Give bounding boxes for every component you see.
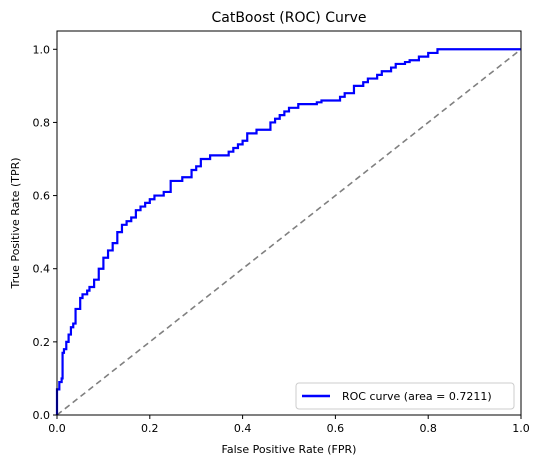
x-tick-label: 0.6	[327, 422, 345, 435]
y-axis: 0.0 0.2 0.4 0.6 0.8 1.0	[33, 43, 57, 422]
roc-curve-line	[55, 48, 521, 415]
x-tick-label: 1.0	[512, 422, 530, 435]
y-tick-label: 0.4	[33, 263, 51, 276]
y-tick-label: 0.2	[33, 336, 51, 349]
x-tick-label: 0.4	[234, 422, 252, 435]
legend-box	[295, 382, 515, 410]
plot-area	[55, 48, 522, 416]
plot-frame	[56, 30, 522, 416]
x-tick-label: 0.8	[419, 422, 437, 435]
y-tick-label: 1.0	[33, 43, 51, 56]
chart-title: CatBoost (ROC) Curve	[211, 10, 366, 26]
x-axis: 0.0 0.2 0.4 0.6 0.8 1.0	[48, 415, 530, 435]
x-axis-label: False Positive Rate (FPR)	[222, 443, 357, 456]
y-axis-label: True Positive Rate (TPR)	[9, 157, 22, 289]
legend-label-roc: ROC curve (area = 0.7211)	[342, 390, 492, 403]
legend: ROC curve (area = 0.7211)	[295, 382, 515, 410]
y-tick-label: 0.6	[33, 190, 51, 203]
chance-diagonal-line	[56, 48, 522, 416]
y-tick-label: 0.0	[33, 409, 51, 422]
x-tick-label: 0.0	[48, 422, 66, 435]
x-tick-label: 0.2	[141, 422, 159, 435]
y-tick-label: 0.8	[33, 116, 51, 129]
